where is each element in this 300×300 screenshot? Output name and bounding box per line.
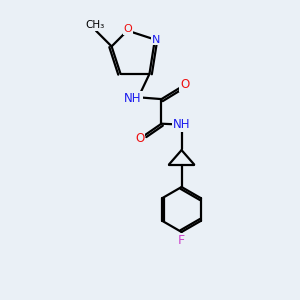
Text: NH: NH — [173, 118, 190, 131]
Text: O: O — [124, 24, 132, 34]
Text: CH₃: CH₃ — [85, 20, 104, 30]
Text: N: N — [152, 34, 160, 44]
Text: NH: NH — [124, 92, 142, 105]
Text: O: O — [135, 132, 144, 145]
Text: F: F — [178, 234, 185, 247]
Text: O: O — [180, 78, 189, 91]
